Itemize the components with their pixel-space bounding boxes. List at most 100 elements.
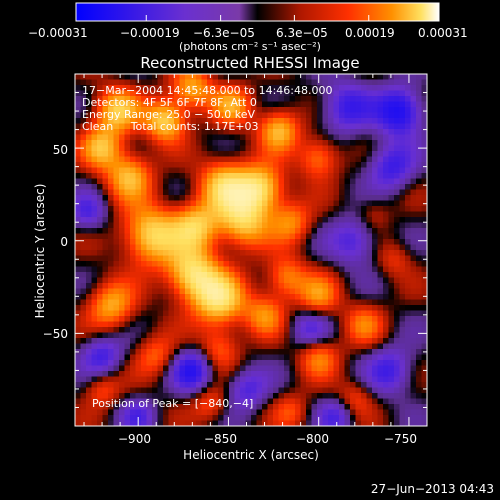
heatmap-cell	[234, 228, 241, 234]
heatmap-cell	[295, 266, 301, 273]
heatmap-cell	[377, 261, 384, 267]
heatmap-cell	[377, 107, 384, 113]
heatmap-cell	[372, 79, 378, 86]
heatmap-cell	[311, 200, 318, 207]
heatmap-cell	[256, 310, 263, 317]
heatmap-cell	[405, 393, 411, 399]
heatmap-cell	[196, 118, 202, 124]
heatmap-cell	[245, 222, 252, 229]
heatmap-cell	[394, 107, 400, 113]
heatmap-cell	[80, 299, 87, 306]
heatmap-cell	[119, 156, 125, 163]
heatmap-cell	[273, 365, 279, 372]
heatmap-cell	[383, 178, 389, 185]
heatmap-cell	[168, 162, 175, 168]
heatmap-cell	[317, 420, 323, 427]
heatmap-cell	[416, 222, 422, 229]
heatmap-cell	[75, 255, 81, 262]
heatmap-cell	[119, 217, 125, 223]
heatmap-cell	[394, 360, 400, 366]
heatmap-cell	[372, 85, 378, 91]
heatmap-cell	[344, 288, 351, 295]
heatmap-cell	[212, 195, 219, 201]
heatmap-cell	[273, 261, 279, 267]
heatmap-cell	[251, 74, 257, 80]
heatmap-cell	[333, 200, 340, 207]
heatmap-cell	[174, 266, 180, 273]
heatmap-cell	[262, 134, 268, 141]
heatmap-cell	[97, 118, 103, 124]
heatmap-cell	[355, 74, 362, 80]
heatmap-cell	[339, 255, 345, 262]
heatmap-cell	[124, 382, 131, 388]
heatmap-cell	[119, 404, 125, 410]
heatmap-cell	[80, 90, 87, 97]
heatmap-cell	[113, 349, 120, 355]
heatmap-cell	[157, 288, 164, 295]
heatmap-cell	[91, 343, 98, 350]
heatmap-cell	[201, 90, 208, 97]
heatmap-cell	[278, 299, 285, 306]
heatmap-cell	[410, 305, 417, 311]
heatmap-cell	[174, 211, 180, 218]
heatmap-cell	[234, 321, 241, 328]
heatmap-cell	[410, 327, 417, 333]
heatmap-cell	[223, 118, 230, 124]
heatmap-cell	[97, 151, 103, 157]
heatmap-cell	[152, 118, 158, 124]
heatmap-cell	[295, 365, 301, 372]
heatmap-cell	[355, 409, 362, 416]
heatmap-cell	[91, 206, 98, 212]
heatmap-cell	[135, 332, 142, 339]
heatmap-cell	[278, 244, 285, 251]
heatmap-cell	[289, 85, 296, 91]
heatmap-cell	[366, 184, 373, 190]
heatmap-cell	[339, 200, 345, 207]
heatmap-cell	[383, 184, 389, 190]
heatmap-cell	[278, 112, 285, 119]
heatmap-cell	[163, 107, 169, 113]
heatmap-cell	[355, 305, 362, 311]
heatmap-cell	[361, 178, 367, 185]
heatmap-cell	[361, 415, 367, 421]
heatmap-cell	[256, 189, 263, 196]
heatmap-cell	[306, 393, 312, 399]
heatmap-cell	[119, 327, 125, 333]
heatmap-cell	[328, 96, 334, 102]
heatmap-cell	[141, 283, 147, 289]
heatmap-cell	[416, 277, 422, 284]
heatmap-cell	[383, 266, 389, 273]
heatmap-cell	[410, 266, 417, 273]
heatmap-cell	[108, 371, 114, 377]
heatmap-cell	[91, 398, 98, 405]
heatmap-cell	[295, 178, 301, 185]
heatmap-cell	[295, 398, 301, 405]
heatmap-cell	[328, 382, 334, 388]
heatmap-cell	[295, 343, 301, 350]
heatmap-cell	[405, 134, 411, 141]
heatmap-cell	[163, 129, 169, 135]
heatmap-cell	[130, 409, 136, 416]
heatmap-cell	[372, 140, 378, 146]
heatmap-cell	[289, 371, 296, 377]
colorbar-ticks	[75, 15, 440, 21]
heatmap-cell	[141, 107, 147, 113]
heatmap-cell	[289, 310, 296, 317]
heatmap-cell	[152, 255, 158, 262]
heatmap-cell	[267, 134, 274, 141]
heatmap-cell	[141, 211, 147, 218]
heatmap-cell	[97, 360, 103, 366]
heatmap-cell	[229, 195, 235, 201]
heatmap-cell	[240, 360, 246, 366]
heatmap-cell	[207, 217, 213, 223]
heatmap-cell	[366, 228, 373, 234]
heatmap-cell	[179, 85, 186, 91]
heatmap-cell	[207, 354, 213, 361]
heatmap-cell	[273, 420, 279, 427]
heatmap-cell	[383, 85, 389, 91]
heatmap-cell	[421, 162, 428, 168]
heatmap-cell	[102, 167, 109, 174]
heatmap-cell	[97, 222, 103, 229]
heatmap-cell	[256, 118, 263, 124]
heatmap-cell	[141, 123, 147, 130]
